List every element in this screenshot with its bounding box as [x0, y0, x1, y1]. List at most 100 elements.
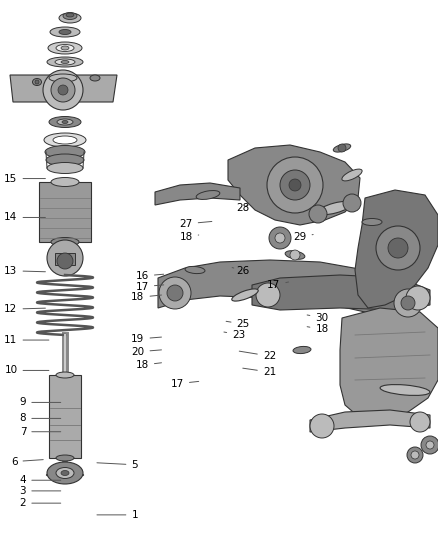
Text: 1: 1	[97, 510, 138, 520]
Circle shape	[388, 238, 408, 258]
Text: 18: 18	[131, 293, 162, 302]
Ellipse shape	[49, 117, 81, 127]
Circle shape	[411, 451, 419, 459]
Text: 25: 25	[226, 319, 250, 329]
Ellipse shape	[44, 133, 86, 147]
Ellipse shape	[293, 346, 311, 353]
Circle shape	[290, 250, 300, 260]
Circle shape	[43, 70, 83, 110]
Circle shape	[167, 285, 183, 301]
Circle shape	[407, 447, 423, 463]
Circle shape	[410, 412, 430, 432]
Circle shape	[338, 144, 346, 152]
Text: 26: 26	[232, 266, 250, 276]
Ellipse shape	[66, 13, 74, 17]
Ellipse shape	[59, 29, 71, 35]
Polygon shape	[355, 190, 438, 308]
Ellipse shape	[62, 120, 68, 124]
Ellipse shape	[56, 467, 74, 479]
Ellipse shape	[51, 177, 79, 187]
Ellipse shape	[232, 289, 258, 301]
Ellipse shape	[342, 169, 362, 181]
Circle shape	[406, 286, 430, 310]
Text: 2: 2	[20, 498, 61, 508]
Circle shape	[401, 296, 415, 310]
Ellipse shape	[47, 57, 83, 67]
Text: 30: 30	[307, 313, 328, 322]
Text: 28: 28	[237, 203, 250, 213]
Ellipse shape	[61, 46, 69, 50]
Circle shape	[280, 170, 310, 200]
Text: 18: 18	[136, 360, 162, 370]
Ellipse shape	[333, 144, 351, 152]
Circle shape	[394, 289, 422, 317]
Bar	[39, 182, 91, 242]
Ellipse shape	[45, 146, 85, 158]
Polygon shape	[310, 410, 430, 432]
Ellipse shape	[57, 119, 73, 125]
Ellipse shape	[46, 154, 84, 166]
Ellipse shape	[56, 372, 74, 378]
Ellipse shape	[49, 74, 77, 82]
Ellipse shape	[196, 190, 220, 199]
Ellipse shape	[48, 42, 82, 54]
Ellipse shape	[61, 61, 69, 63]
Circle shape	[376, 226, 420, 270]
Circle shape	[289, 179, 301, 191]
Text: 19: 19	[131, 334, 162, 344]
Circle shape	[269, 227, 291, 249]
Text: 8: 8	[20, 414, 61, 423]
Text: 11: 11	[4, 335, 49, 345]
Circle shape	[51, 78, 75, 102]
Text: 17: 17	[136, 282, 164, 292]
Circle shape	[256, 283, 280, 307]
Text: 10: 10	[4, 366, 49, 375]
Ellipse shape	[285, 251, 305, 260]
Ellipse shape	[35, 80, 39, 84]
Text: 17: 17	[267, 280, 289, 290]
Ellipse shape	[55, 59, 75, 65]
Circle shape	[426, 441, 434, 449]
Circle shape	[343, 194, 361, 212]
Text: 9: 9	[20, 398, 61, 407]
Polygon shape	[340, 308, 438, 420]
Polygon shape	[10, 75, 117, 102]
Ellipse shape	[56, 455, 74, 461]
Ellipse shape	[32, 78, 42, 85]
Circle shape	[159, 277, 191, 309]
Ellipse shape	[51, 238, 79, 246]
Text: 27: 27	[180, 219, 212, 229]
Ellipse shape	[61, 471, 69, 475]
Ellipse shape	[47, 462, 83, 484]
Text: 22: 22	[239, 351, 276, 361]
Text: 20: 20	[131, 347, 162, 357]
Text: 3: 3	[20, 486, 61, 496]
Text: 18: 18	[307, 325, 328, 334]
Ellipse shape	[185, 266, 205, 273]
Polygon shape	[158, 260, 415, 318]
Text: 7: 7	[20, 427, 61, 437]
Ellipse shape	[362, 219, 382, 225]
Polygon shape	[252, 275, 430, 310]
Circle shape	[47, 240, 83, 276]
Text: 4: 4	[20, 475, 61, 485]
Ellipse shape	[63, 12, 77, 20]
Text: 13: 13	[4, 266, 46, 276]
Ellipse shape	[380, 385, 430, 395]
Ellipse shape	[50, 27, 80, 37]
Ellipse shape	[90, 75, 100, 81]
Circle shape	[421, 436, 438, 454]
Text: 18: 18	[180, 232, 199, 242]
Ellipse shape	[47, 163, 83, 174]
Circle shape	[309, 205, 327, 223]
Polygon shape	[228, 145, 360, 225]
Text: 14: 14	[4, 213, 46, 222]
Bar	[55, 253, 75, 265]
Ellipse shape	[56, 44, 74, 52]
Ellipse shape	[318, 201, 353, 215]
Ellipse shape	[53, 136, 77, 144]
Text: 21: 21	[243, 367, 276, 377]
Text: 5: 5	[97, 460, 138, 470]
Text: 29: 29	[293, 232, 313, 242]
Circle shape	[275, 233, 285, 243]
